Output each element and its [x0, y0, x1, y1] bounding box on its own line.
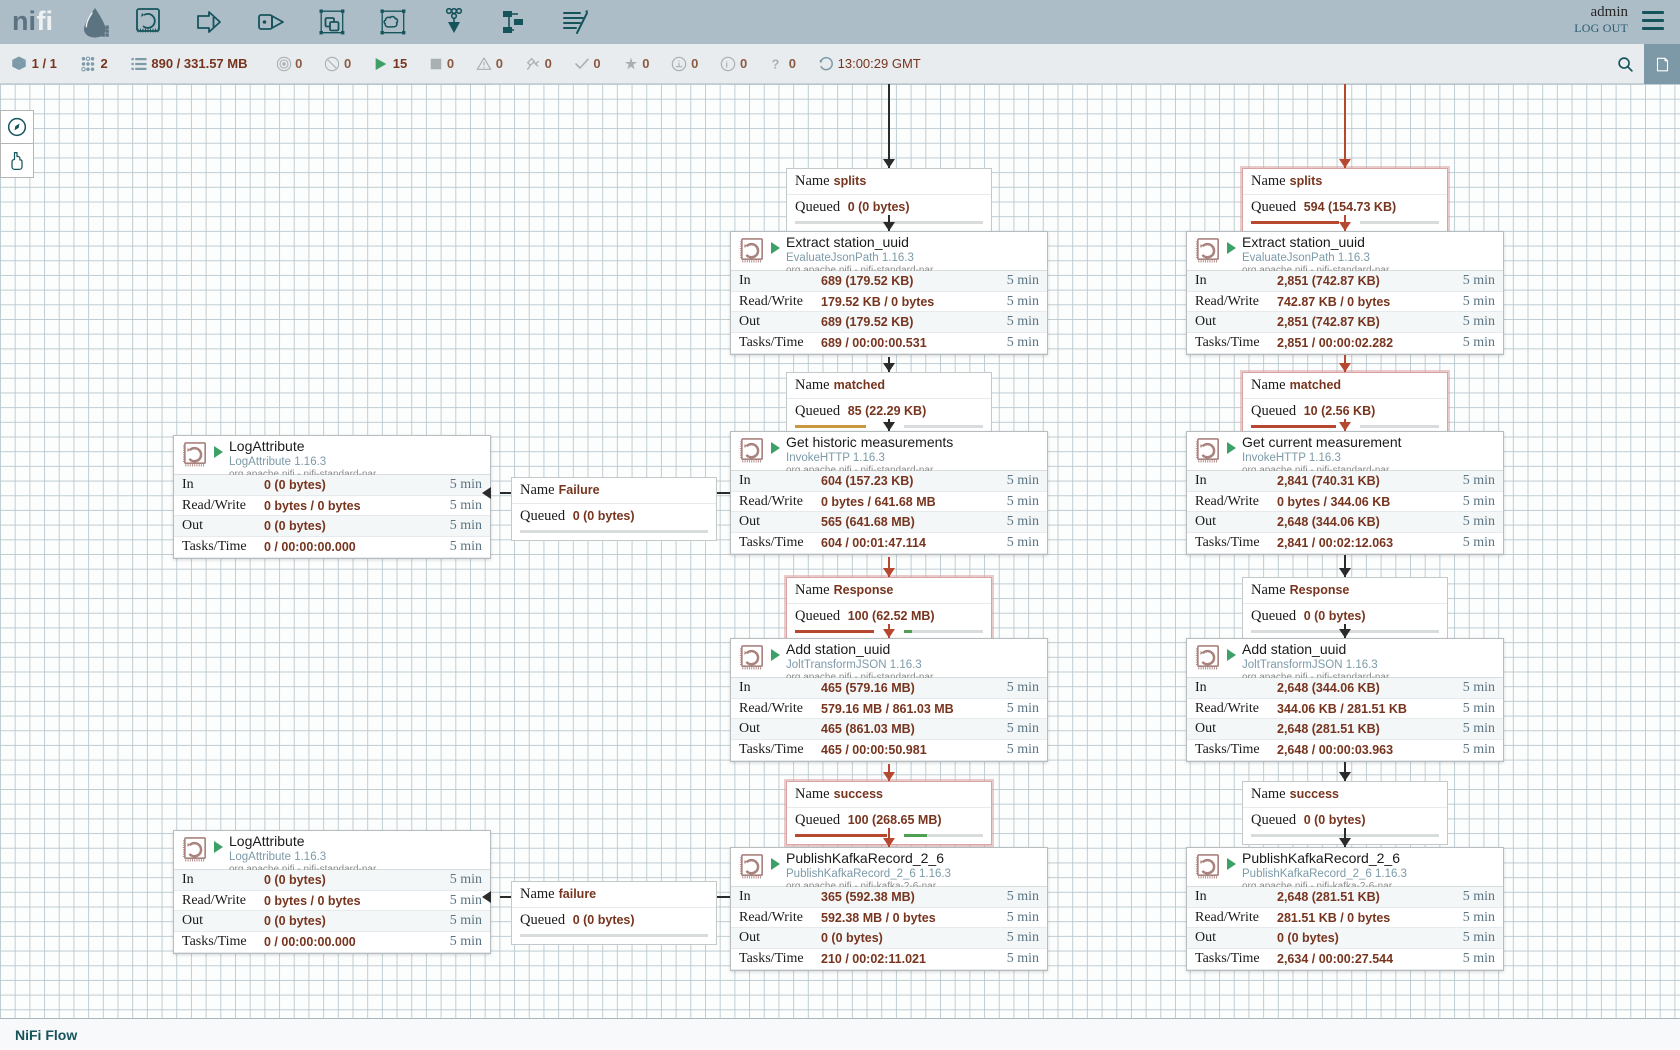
- svg-text:fi: fi: [37, 6, 54, 36]
- svg-text:ni: ni: [12, 6, 36, 36]
- svg-text:i: i: [726, 59, 728, 69]
- svg-text:?: ?: [772, 57, 780, 71]
